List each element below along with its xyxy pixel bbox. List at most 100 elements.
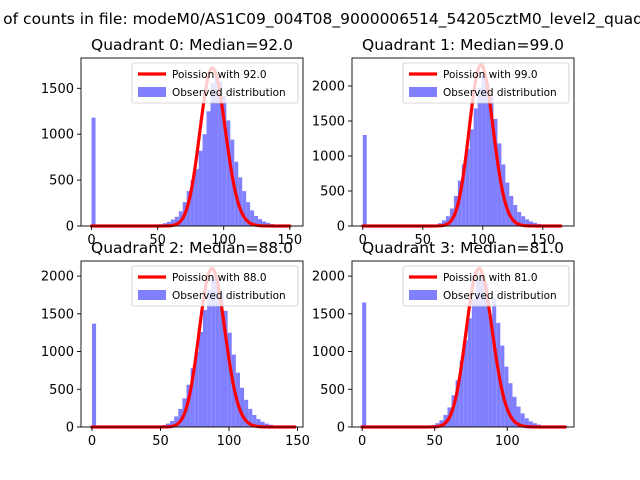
histogram-bar [461,164,466,226]
legend-fit-label: Poission with 92.0 [172,69,267,81]
histogram-bar [497,143,502,226]
histogram-bar [252,414,257,427]
histogram-bar [445,216,450,226]
legend: Poission with 99.0 Observed distribution [402,62,570,104]
histogram-bar [525,219,530,226]
x-tick-label: 50 [152,434,169,449]
y-tick-label: 0 [66,220,74,235]
histogram-bar [532,423,537,427]
legend-box [402,62,570,104]
histogram-bar [459,360,464,427]
figure-suptitle: Histogram of counts in file: modeM0/AS1C… [0,10,640,29]
histogram-bar [194,351,199,427]
x-tick-label: 50 [149,233,166,248]
legend: Poission with 81.0 Observed distribution [402,265,570,307]
histogram-bar [238,177,243,226]
histogram-bar [218,80,223,226]
axes-frame [80,57,304,227]
legend-hist-label: Observed distribution [172,87,286,99]
y-tick-label: 1000 [41,345,74,360]
histogram-bar [509,195,514,226]
histogram-bar [512,396,517,427]
x-tick-label: 50 [415,233,432,248]
histogram-bar [528,421,533,427]
histogram-bar [248,408,253,427]
histogram-bar [513,205,518,226]
histogram-bar [504,366,509,427]
histogram-bar [186,191,191,226]
histogram-bar [174,416,179,427]
histogram-bar [439,420,444,427]
legend-fit-label: Poission with 88.0 [172,272,267,284]
y-tick-label: 0 [337,421,345,436]
histogram-bar [242,191,247,226]
histogram-bar [529,221,534,226]
legend-hist-swatch [138,290,166,300]
x-tick-label: 100 [217,434,242,449]
histogram-bar [457,180,462,226]
histogram-bar [222,95,227,226]
legend: Poission with 88.0 Observed distribution [131,265,299,307]
x-tick-label: 0 [359,233,367,248]
histogram-bar [202,310,208,427]
histogram-bar [190,368,195,427]
y-tick-label: 2000 [312,80,345,95]
x-tick-label: 100 [495,434,520,449]
legend-hist-swatch [409,87,437,97]
histogram-bar [479,272,485,427]
quadrant-2-title: Quadrant 2: Median=88.0 [91,239,293,257]
histogram-bar [219,291,224,427]
histogram-bar [214,75,219,226]
histogram-bar [170,420,175,427]
histogram-bar [471,298,476,427]
histogram-bar [211,276,216,427]
x-tick-label: 0 [87,233,95,248]
histogram-bar [254,215,259,226]
y-tick-label: 2000 [41,270,74,285]
histogram-bar [190,180,195,226]
histogram-bar [520,413,525,427]
histogram-bar [202,134,207,226]
histogram-bar [256,419,261,427]
legend-box [131,62,299,104]
legend-fit-label: Poission with 99.0 [443,69,538,81]
y-tick-label: 2000 [312,270,345,285]
histogram-bar [489,96,494,226]
histogram-bar [467,318,472,427]
histogram-bar [166,221,171,226]
histogram-bar [260,421,265,427]
x-tick-label: 150 [277,233,302,248]
histogram-bar [264,423,269,427]
axes-frame [80,260,304,428]
histogram-bar [362,135,367,226]
histogram-bar [262,221,266,226]
legend-hist-label: Observed distribution [443,290,557,302]
histogram-bar [91,323,97,427]
histogram-bar [473,108,478,226]
histogram-bar [516,406,521,427]
histogram-bar [227,332,232,427]
histogram-bar [223,310,228,427]
y-tick-label: 0 [66,421,74,436]
histogram-bar [207,289,212,427]
y-tick-label: 500 [320,383,345,398]
y-tick-label: 500 [320,185,345,200]
histogram-bar [91,117,96,226]
legend: Poission with 92.0 Observed distribution [131,62,299,104]
histogram-bar [206,111,211,226]
histogram-bar [170,219,175,226]
histogram-bar [215,279,220,427]
legend-hist-label: Observed distribution [172,290,286,302]
histogram-bar [492,298,497,427]
histogram-bar [475,279,480,427]
x-tick-label: 100 [211,233,236,248]
legend-fit-label: Poission with 81.0 [443,272,538,284]
histogram-bar [508,383,513,427]
histogram-bar [521,216,526,226]
y-tick-label: 1500 [41,82,74,97]
y-tick-label: 1000 [41,128,74,143]
